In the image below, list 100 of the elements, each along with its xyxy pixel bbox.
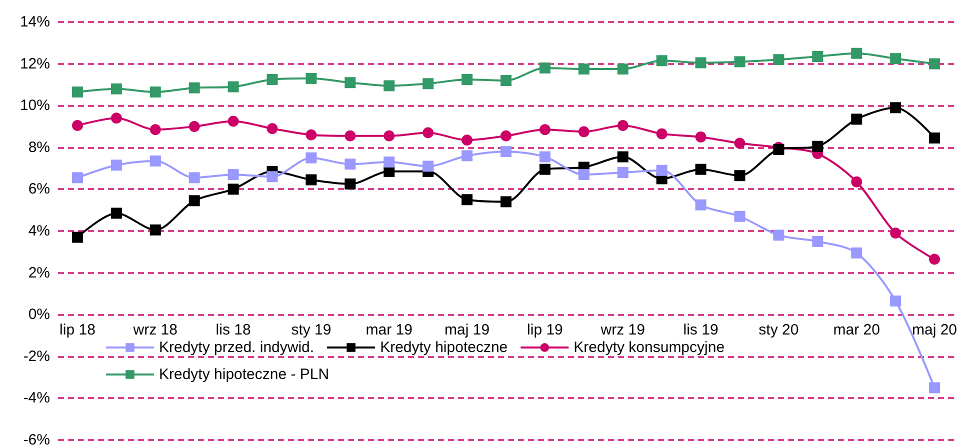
point	[812, 236, 824, 247]
point	[617, 166, 628, 178]
point	[150, 124, 161, 136]
point	[539, 151, 550, 162]
point	[228, 116, 239, 127]
point	[384, 130, 395, 142]
point	[695, 164, 706, 175]
point	[851, 48, 862, 59]
point	[578, 126, 590, 138]
y-tick-label: -2%	[23, 348, 50, 365]
y-tick-label: -4%	[23, 390, 50, 407]
point	[306, 72, 317, 84]
point	[72, 86, 83, 98]
point	[656, 128, 668, 140]
point	[110, 208, 122, 219]
point	[773, 54, 784, 66]
point	[344, 77, 356, 88]
x-tick-label: sty 19	[291, 322, 332, 339]
point	[462, 194, 473, 206]
y-tick-label: 14%	[20, 14, 50, 30]
point	[695, 131, 706, 142]
point	[150, 86, 161, 98]
point	[228, 169, 239, 180]
y-tick-label: 8%	[28, 138, 50, 156]
point	[617, 64, 628, 75]
point	[500, 130, 512, 142]
x-tick-label: wrz 19	[600, 322, 645, 339]
point	[344, 178, 356, 190]
point	[539, 62, 550, 74]
legend-label: Kredyty hipoteczne	[380, 339, 508, 356]
point	[188, 195, 200, 206]
point	[228, 184, 239, 195]
point	[462, 150, 473, 162]
point	[462, 74, 473, 85]
point	[734, 210, 746, 222]
point	[188, 172, 200, 184]
point	[228, 81, 239, 92]
point	[266, 171, 278, 182]
point	[72, 172, 83, 184]
point	[110, 83, 122, 94]
point	[851, 247, 862, 258]
legend-label: Kredyty przed. indywid.	[159, 339, 314, 356]
point	[929, 58, 940, 70]
point	[578, 169, 590, 180]
point	[306, 152, 317, 164]
y-tick-label: 6%	[28, 180, 50, 198]
point	[384, 156, 395, 168]
x-tick-label: mar 20	[833, 322, 880, 339]
point	[929, 132, 940, 144]
point	[306, 174, 317, 186]
x-tick-label: maj 20	[912, 322, 958, 339]
point	[656, 55, 668, 66]
point	[617, 151, 628, 162]
y-tick-label: -6%	[23, 432, 50, 448]
y-tick-label: 4%	[28, 222, 50, 240]
point	[150, 224, 161, 236]
point	[890, 102, 902, 114]
point	[306, 129, 317, 140]
point	[422, 127, 434, 138]
point	[773, 230, 784, 241]
legend-label: Kredyty hipoteczne - PLN	[159, 366, 330, 383]
point	[656, 164, 668, 176]
x-tick-label: lis 18	[216, 322, 251, 339]
point	[890, 228, 902, 239]
point	[110, 160, 122, 171]
point	[734, 56, 746, 68]
point	[188, 82, 200, 94]
point	[344, 158, 356, 170]
y-tick-label: 2%	[28, 264, 50, 282]
point	[890, 296, 902, 307]
point	[734, 138, 746, 149]
point	[695, 57, 706, 68]
x-tick-label: wrz 18	[132, 322, 178, 339]
point	[266, 123, 278, 134]
point	[344, 130, 356, 142]
x-tick-label: mar 19	[366, 322, 412, 339]
y-tick-label: 0%	[28, 306, 50, 324]
point	[462, 134, 473, 146]
point	[422, 78, 434, 90]
point	[695, 199, 706, 210]
point	[851, 176, 862, 188]
point	[812, 50, 824, 62]
point	[929, 254, 940, 265]
x-tick-label: lip 18	[60, 322, 96, 339]
point	[110, 112, 122, 124]
point	[500, 196, 512, 208]
point	[929, 382, 940, 394]
point	[851, 114, 862, 125]
point	[72, 232, 83, 243]
point	[617, 120, 628, 131]
point	[734, 170, 746, 182]
point	[384, 80, 395, 92]
x-tick-label: lip 19	[527, 322, 563, 339]
legend-label: Kredyty konsumpcyjne	[574, 339, 725, 356]
x-tick-label: sty 20	[758, 322, 799, 339]
point	[266, 74, 278, 85]
y-tick-label: 10%	[20, 97, 50, 114]
point	[539, 164, 550, 175]
point	[578, 64, 590, 75]
point	[500, 146, 512, 158]
